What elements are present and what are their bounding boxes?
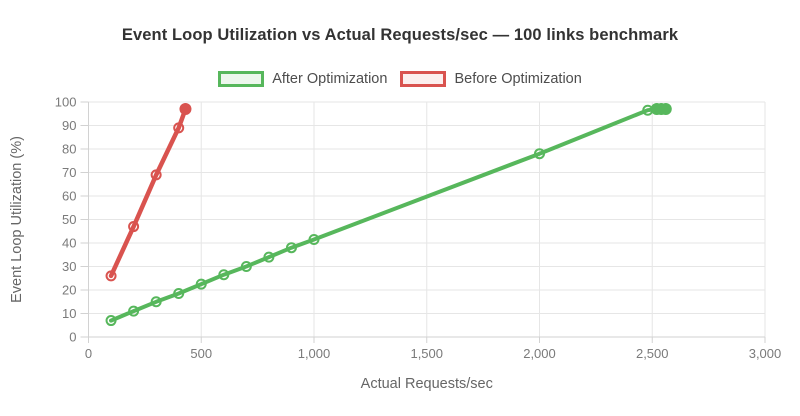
y-tick-label: 90: [62, 118, 76, 133]
legend-label-after: After Optimization: [272, 71, 388, 87]
y-tick-label: 60: [62, 189, 76, 204]
data-point-1: [173, 122, 185, 134]
legend-label-before: Before Optimization: [454, 71, 582, 87]
y-tick-label: 100: [55, 95, 77, 110]
series-line-0: [109, 107, 668, 323]
legend-item-before-optimization[interactable]: Before Optimization: [400, 71, 582, 87]
x-tick-label: 1,500: [410, 346, 443, 361]
data-point-0: [263, 251, 275, 263]
data-point-0: [285, 242, 297, 254]
x-axis-title: Actual Requests/sec: [361, 376, 493, 392]
y-tick-label: 0: [69, 330, 76, 345]
x-tick-label: 2,000: [523, 346, 556, 361]
y-tick-label: 20: [62, 283, 76, 298]
x-tick-label: 3,000: [749, 346, 782, 361]
y-axis-title: Event Loop Utilization (%): [9, 136, 25, 303]
legend-item-after-optimization[interactable]: After Optimization: [218, 71, 387, 87]
data-point-1: [105, 270, 117, 282]
x-tick-label: 1,000: [298, 346, 331, 361]
y-tick-label: 10: [62, 306, 76, 321]
data-point-0: [195, 278, 207, 290]
x-tick-label: 2,500: [636, 346, 669, 361]
legend-swatch-before: [400, 71, 447, 87]
y-tick-label: 40: [62, 236, 76, 251]
x-tick-label: 500: [190, 346, 212, 361]
data-point-1: [128, 221, 140, 233]
data-point-0: [105, 315, 117, 327]
data-point-filled-1: [179, 103, 192, 116]
y-tick-label: 50: [62, 212, 76, 227]
chart-legend: After Optimization Before Optimization: [0, 71, 800, 87]
y-tick-label: 80: [62, 142, 76, 157]
y-tick-label: 30: [62, 259, 76, 274]
data-point-0: [240, 261, 252, 272]
data-point-0: [128, 305, 140, 317]
data-point-filled-0: [659, 103, 672, 116]
series-line-1: [108, 106, 188, 279]
data-point-0: [534, 148, 545, 160]
data-point-0: [218, 269, 230, 281]
chart-title: Event Loop Utilization vs Actual Request…: [121, 26, 679, 44]
data-point-0: [173, 288, 185, 300]
data-point-0: [308, 233, 320, 245]
data-point-1: [150, 169, 162, 181]
y-tick-label: 70: [62, 165, 76, 180]
data-point-0: [150, 296, 162, 308]
x-tick-label: 0: [85, 346, 92, 361]
legend-swatch-after: [218, 71, 265, 87]
